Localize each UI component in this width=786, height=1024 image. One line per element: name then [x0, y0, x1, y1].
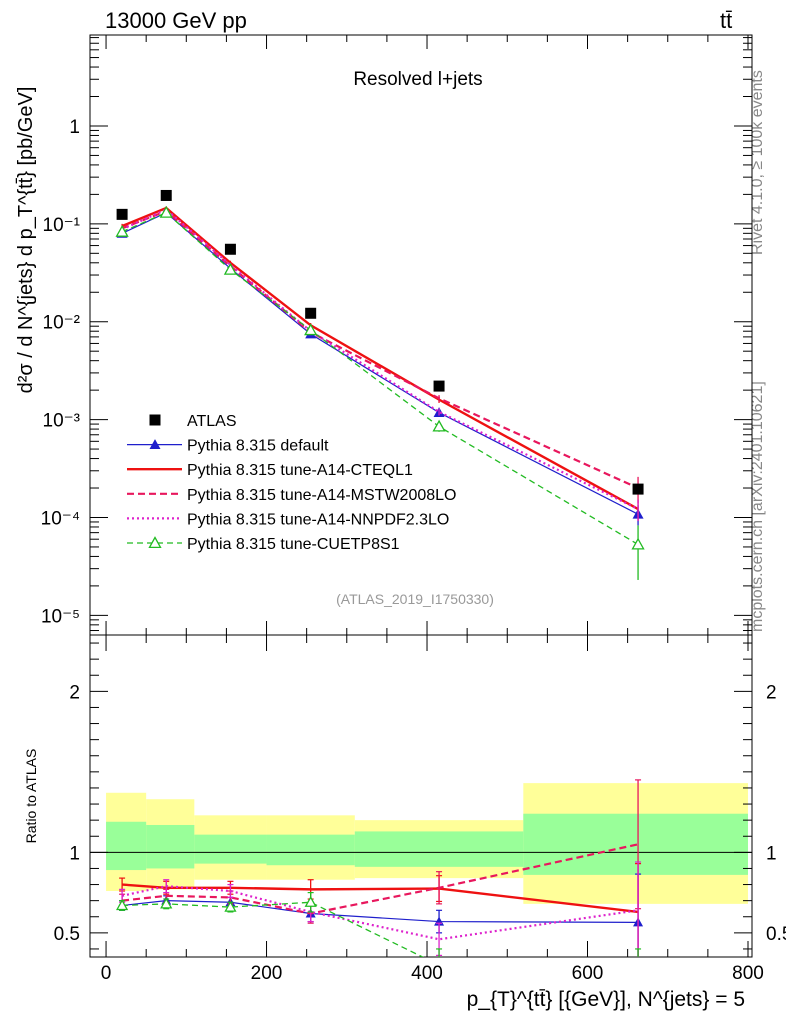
main-panel: Resolved l+jets (ATLAS_2019_I1750330) d²… — [15, 34, 753, 636]
legend-marker — [149, 439, 161, 449]
ratio-series-line — [121, 885, 639, 941]
x-axis-label: p_{T}^{tt̄} [{GeV}], N^{jets} = 5 — [467, 988, 745, 1011]
legend-marker — [148, 536, 162, 549]
ratio-marker — [304, 895, 317, 907]
legend-label: Pythia 8.315 tune-A14-NNPDF2.3LO — [187, 511, 449, 528]
ratio-ticks: 0.5 0.5 1 1 2 2 0 200 400 600 800 — [54, 635, 786, 984]
ratio-marker — [633, 976, 643, 985]
main-series-line — [121, 209, 639, 490]
rivet-label: Rivet 4.1.0, ≥ 100k events — [749, 70, 766, 255]
main-data-point — [632, 483, 644, 495]
ratio-marker — [115, 899, 129, 911]
main-y-tick-label: 10⁻² — [43, 313, 81, 334]
main-series-group — [115, 189, 645, 580]
main-y-axis-label: d²σ / d N^{jets} d p_T^{tt̄} [pb/GeV] — [15, 87, 37, 394]
ratio-y-tick-label: 1 — [69, 843, 80, 864]
ratio-y-tick-label: 0.5 — [54, 924, 80, 945]
ratio-y-tick-label: 2 — [69, 682, 80, 703]
main-y-tick-label: 1 — [69, 117, 80, 138]
ratio-x-tick-label: 400 — [411, 963, 443, 984]
ratio-x-tick-label: 200 — [251, 963, 283, 984]
ratio-inner-band — [106, 821, 147, 871]
main-series-line — [121, 211, 639, 515]
ratio-inner-band — [266, 834, 355, 866]
main-y-tick-label: 10⁻⁵ — [41, 606, 80, 627]
main-title: Resolved l+jets — [353, 69, 482, 90]
ratio-x-tick-label: 600 — [572, 963, 604, 984]
process-label: tt̄ — [720, 8, 732, 33]
main-y-tick-label: 10⁻⁴ — [41, 508, 80, 529]
main-y-tick-label: 10⁻¹ — [43, 215, 81, 236]
main-series-line — [121, 208, 639, 511]
legend-label: Pythia 8.315 tune-A14-MSTW2008LO — [187, 487, 456, 504]
main-data-point — [305, 307, 317, 319]
main-data-point — [224, 243, 236, 255]
mcplots-label: mcplots.cern.ch [arXiv:2401.10621] — [749, 381, 766, 632]
main-y-ticks: 10⁻⁵ 10⁻⁴ 10⁻³ 10⁻² 10⁻¹ 1 — [41, 35, 752, 635]
ratio-series-line — [122, 883, 639, 914]
main-data-point — [433, 380, 445, 392]
ratio-y-tick-label-right: 2 — [766, 682, 777, 703]
main-marker — [223, 262, 238, 275]
main-data-point — [116, 208, 128, 220]
main-marker — [159, 205, 173, 218]
main-marker — [304, 323, 318, 336]
ratio-x-tick-label: 0 — [101, 963, 112, 984]
legend-label: Pythia 8.315 tune-A14-CTEQL1 — [187, 462, 413, 479]
main-marker — [115, 224, 129, 237]
ratio-y-tick-label-right: 0.5 — [766, 924, 786, 945]
main-series-line — [121, 206, 639, 511]
legend-label: Pythia 8.315 tune-CUETP8S1 — [187, 536, 400, 553]
ratio-inner-band — [146, 824, 195, 869]
main-data-point — [160, 189, 172, 201]
energy-label: 13000 GeV pp — [105, 8, 247, 33]
main-y-tick-label: 10⁻³ — [43, 411, 81, 432]
ratio-y-axis-label: Ratio to ATLAS — [23, 749, 39, 844]
legend-label: ATLAS — [187, 413, 237, 430]
ratio-marker — [160, 897, 173, 909]
ratio-inner-band — [354, 831, 524, 867]
main-marker — [432, 419, 446, 432]
main-series-line — [121, 211, 639, 546]
ratio-inner-band — [194, 834, 267, 864]
ratio-marker — [224, 900, 237, 912]
legend-label: Pythia 8.315 default — [187, 438, 329, 455]
legend: ATLAS Pythia 8.315 default Pythia 8.315 tu… — [127, 413, 456, 553]
ratio-series-line — [121, 843, 639, 915]
main-frame — [89, 34, 753, 636]
main-marker — [631, 537, 645, 550]
ratio-series-group — [115, 779, 644, 985]
ratio-series-line — [122, 900, 639, 923]
ratio-y-tick-label-right: 1 — [766, 843, 777, 864]
ratio-x-tick-label: 800 — [732, 963, 764, 984]
analysis-label: (ATLAS_2019_I1750330) — [336, 591, 494, 607]
legend-marker — [149, 414, 161, 426]
ratio-panel: 0.5 0.5 1 1 2 2 0 200 400 600 800 Ratio to ATLAS p… — [23, 634, 786, 1011]
